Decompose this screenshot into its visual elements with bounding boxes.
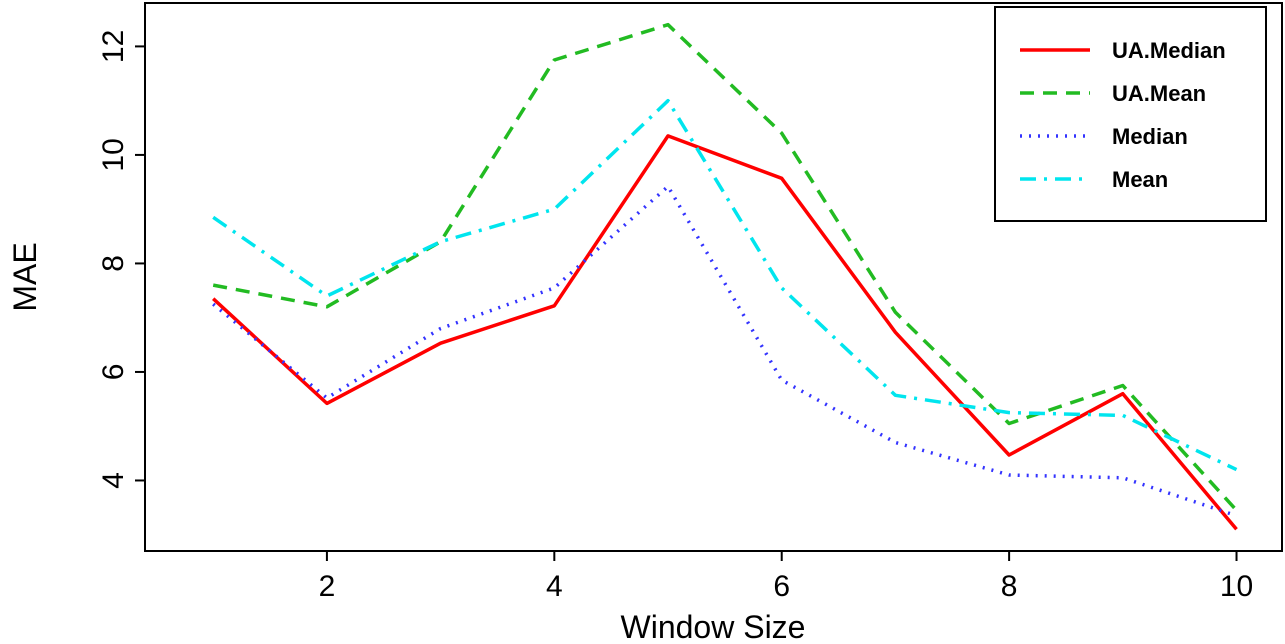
legend-label: Median [1112, 124, 1188, 149]
legend-label: UA.Median [1112, 38, 1226, 63]
x-axis: 2 4 6 8 10 [319, 551, 1253, 603]
plot-area [144, 2, 1283, 552]
series-layer [212, 22, 1238, 531]
x-tick-label: 8 [1001, 570, 1018, 603]
series-line-ua-median [212, 134, 1238, 531]
y-tick-label: 12 [97, 30, 130, 63]
legend: UA.Median UA.Mean Median Mean [994, 6, 1267, 222]
series-line-mean [212, 98, 1238, 472]
x-tick-label: 6 [773, 570, 790, 603]
x-tick-label: 10 [1220, 570, 1253, 603]
y-axis-label: MAE [7, 242, 43, 311]
y-axis: 4 6 8 10 12 [97, 30, 145, 489]
series-line-median [212, 184, 1238, 518]
x-axis-label: Window Size [621, 609, 806, 644]
x-tick-label: 4 [546, 570, 563, 603]
y-tick-label: 10 [97, 138, 130, 171]
y-tick-label: 8 [97, 255, 130, 272]
legend-label: UA.Mean [1112, 81, 1206, 106]
legend-label: Mean [1112, 167, 1168, 192]
y-tick-label: 4 [97, 472, 130, 489]
plot-frame [144, 2, 1283, 552]
y-tick-label: 6 [97, 364, 130, 381]
x-tick-label: 2 [319, 570, 336, 603]
legend-box [994, 6, 1267, 222]
